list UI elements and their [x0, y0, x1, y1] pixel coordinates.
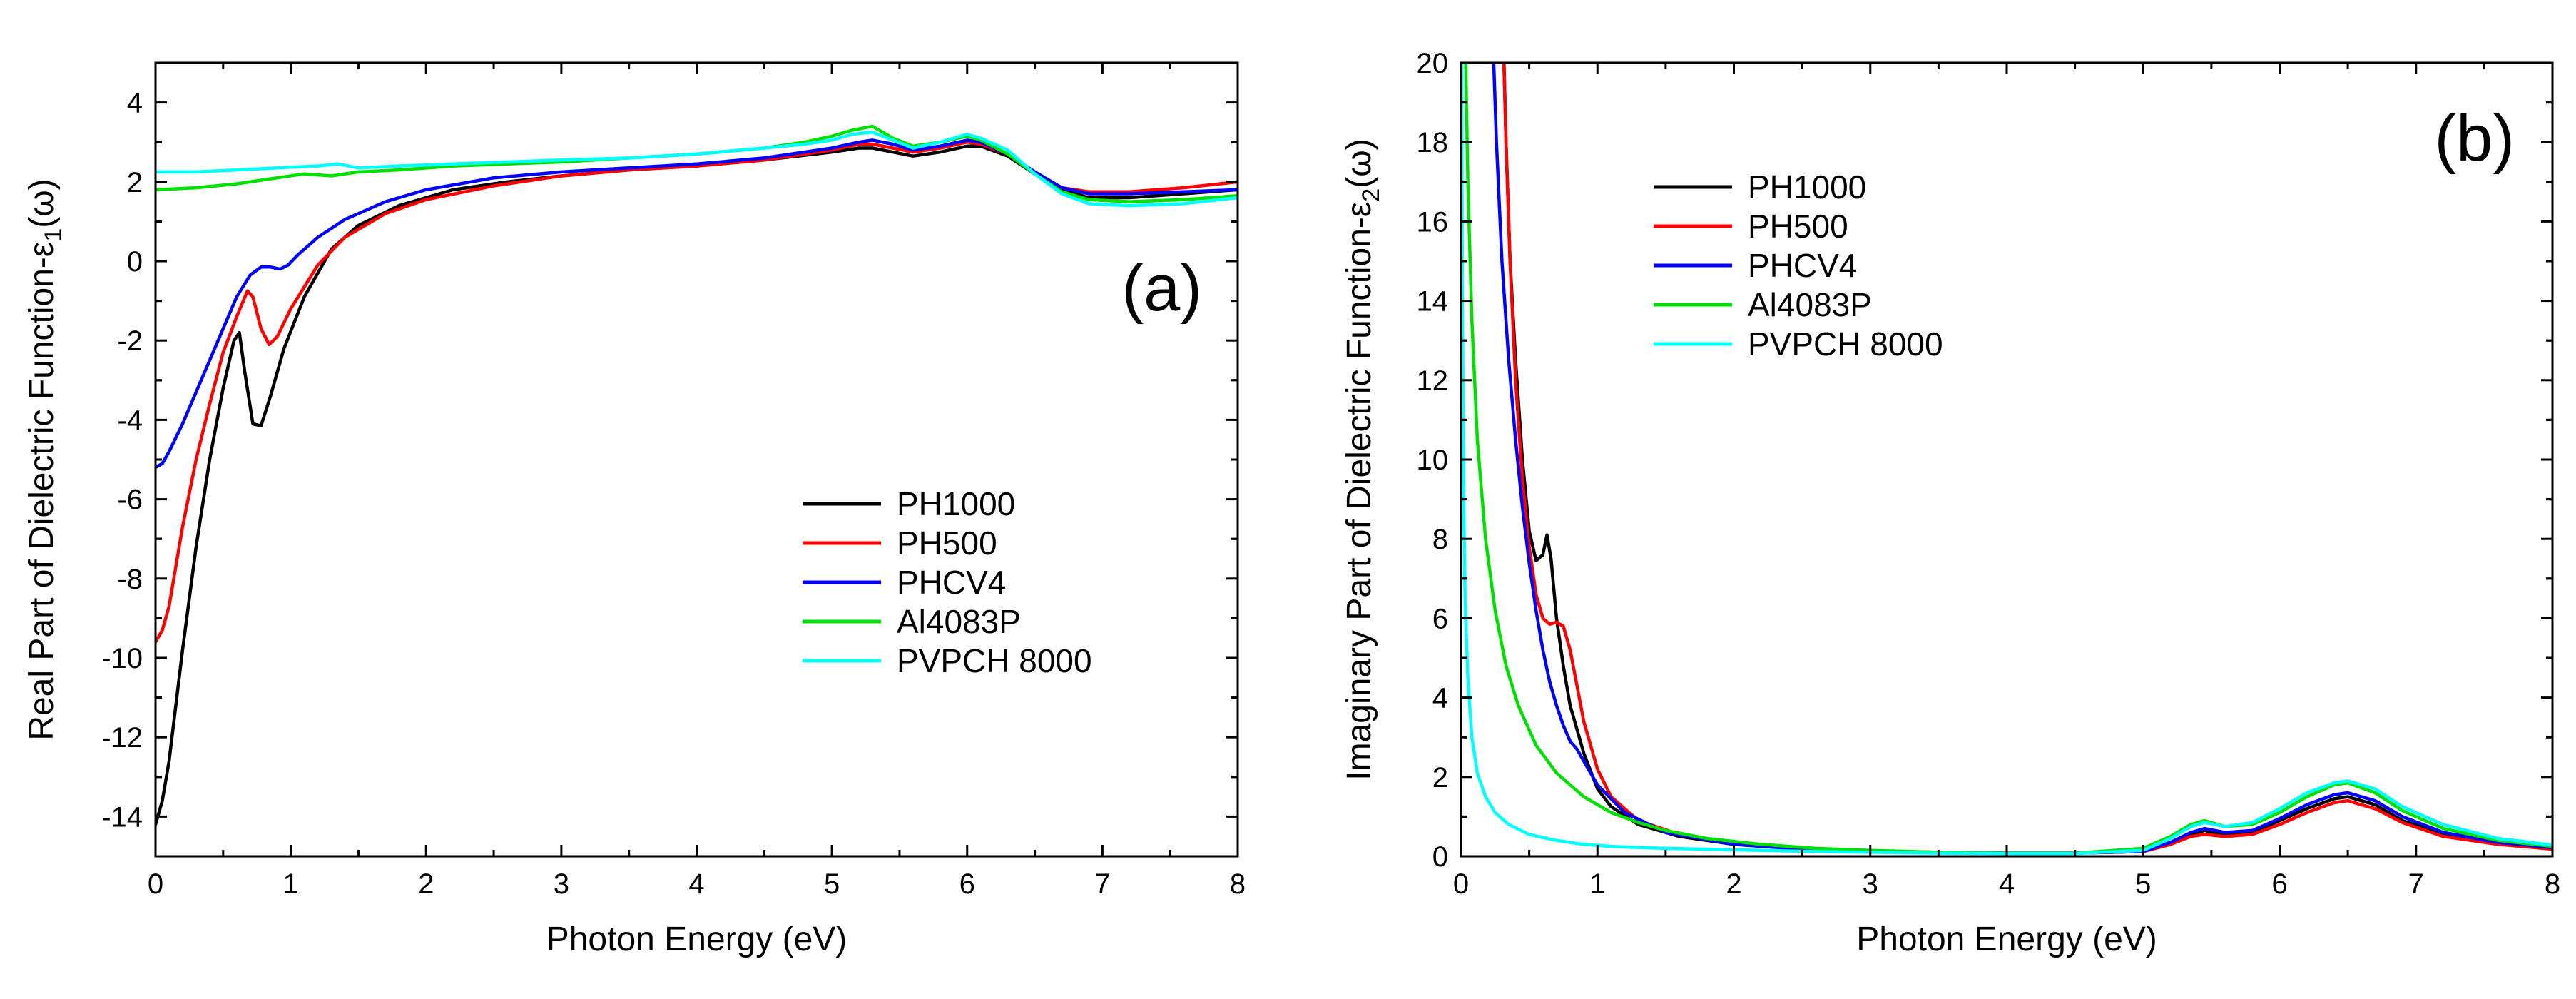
- legend-label: PVPCH 8000: [897, 642, 1092, 679]
- y-tick-label: -10: [101, 643, 143, 674]
- y-tick-label: 16: [1417, 206, 1449, 238]
- legend-label: PHCV4: [897, 564, 1006, 601]
- y-tick-label: 6: [1432, 603, 1448, 634]
- y-axis-label-tail: (ω): [1340, 138, 1378, 188]
- series-line-pvpch-8000: [156, 131, 1238, 208]
- series-line-ph500: [1502, 63, 2552, 855]
- y-axis-label-tail: (ω): [23, 178, 61, 228]
- legend-label: Al4083P: [897, 603, 1021, 640]
- y-tick-label: -4: [117, 405, 143, 436]
- y-tick-label: 12: [1417, 365, 1449, 397]
- series-line-phcv4: [156, 138, 1238, 470]
- y-axis-label: Imaginary Part of Dielectric Function-ε2…: [1340, 138, 1385, 780]
- plot-frame: [154, 61, 1239, 858]
- x-tick-label: 0: [1453, 868, 1469, 900]
- y-axis-label: Real Part of Dielectric Function-ε1(ω): [23, 178, 67, 740]
- y-axis-label-subscript: 2: [1358, 188, 1385, 202]
- series-line-pvpch-8000: [1461, 63, 2552, 856]
- y-tick-label: -2: [117, 325, 143, 357]
- x-tick-label: 6: [2271, 868, 2287, 900]
- y-tick-label: 8: [1432, 524, 1448, 555]
- x-tick-label: 5: [824, 868, 840, 900]
- y-tick-label: 0: [1432, 841, 1448, 873]
- x-tick-label: 0: [148, 868, 163, 900]
- y-tick-label: 14: [1417, 286, 1449, 318]
- y-tick-label: -12: [101, 722, 143, 754]
- x-axis-label: Photon Energy (eV): [546, 921, 847, 958]
- legend-label: PH1000: [897, 485, 1015, 522]
- panel-label: (b): [2435, 102, 2515, 175]
- y-tick-label: -8: [117, 564, 143, 595]
- x-tick-label: 3: [554, 868, 569, 900]
- x-tick-label: 7: [2408, 868, 2424, 900]
- legend-label: PH1000: [1748, 168, 1866, 206]
- x-tick-label: 6: [959, 868, 975, 900]
- plot-frame: [1460, 61, 2554, 858]
- y-tick-label: -14: [101, 801, 143, 833]
- y-tick-label: 0: [127, 246, 143, 278]
- x-tick-label: 4: [688, 868, 704, 900]
- chart-panel-a: 0 1 2 3 4 5 6 7 8 -14 -12 -10 -8 -6 -4 -2 0 2 4 Photon Ener…: [23, 61, 1246, 958]
- x-tick-label: 8: [1230, 868, 1246, 900]
- x-tick-label: 5: [2135, 868, 2151, 900]
- x-tick-label: 2: [418, 868, 434, 900]
- series-group: [1461, 63, 2552, 856]
- y-axis-label-subscript: 1: [40, 228, 67, 242]
- y-tick-label: 20: [1417, 48, 1449, 79]
- series-group: [156, 124, 1238, 826]
- y-tick-label: -6: [117, 485, 143, 516]
- legend-label: PHCV4: [1748, 247, 1857, 284]
- legend-label: PH500: [897, 524, 997, 562]
- y-axis-label-main: Real Part of Dielectric Function-ε: [23, 242, 61, 741]
- y-axis-label-main: Imaginary Part of Dielectric Function-ε: [1340, 202, 1378, 781]
- x-axis-label: Photon Energy (eV): [1856, 921, 2157, 958]
- series-line-phcv4: [1492, 63, 2552, 855]
- y-tick-label: 2: [127, 167, 143, 198]
- series-line-al4083p: [1464, 63, 2552, 855]
- series-line-ph1000: [1502, 63, 2552, 855]
- y-tick-label: 18: [1417, 127, 1449, 158]
- y-tick-label: 4: [1432, 683, 1448, 714]
- x-tick-label: 3: [1863, 868, 1878, 900]
- y-tick-label: 10: [1417, 445, 1449, 476]
- x-tick-label: 2: [1726, 868, 1741, 900]
- y-tick-label: 2: [1432, 762, 1448, 793]
- x-tick-label: 7: [1094, 868, 1110, 900]
- x-tick-label: 4: [1999, 868, 2015, 900]
- y-tick-label: 4: [127, 88, 143, 119]
- legend-label: Al4083P: [1748, 286, 1872, 323]
- series-line-ph500: [156, 140, 1238, 644]
- legend-label: PVPCH 8000: [1748, 325, 1943, 362]
- x-tick-label: 1: [1589, 868, 1605, 900]
- panel-label: (a): [1122, 252, 1202, 325]
- x-tick-label: 8: [2545, 868, 2560, 900]
- series-line-ph1000: [156, 144, 1238, 826]
- legend-label: PH500: [1748, 208, 1848, 245]
- x-tick-label: 1: [283, 868, 299, 900]
